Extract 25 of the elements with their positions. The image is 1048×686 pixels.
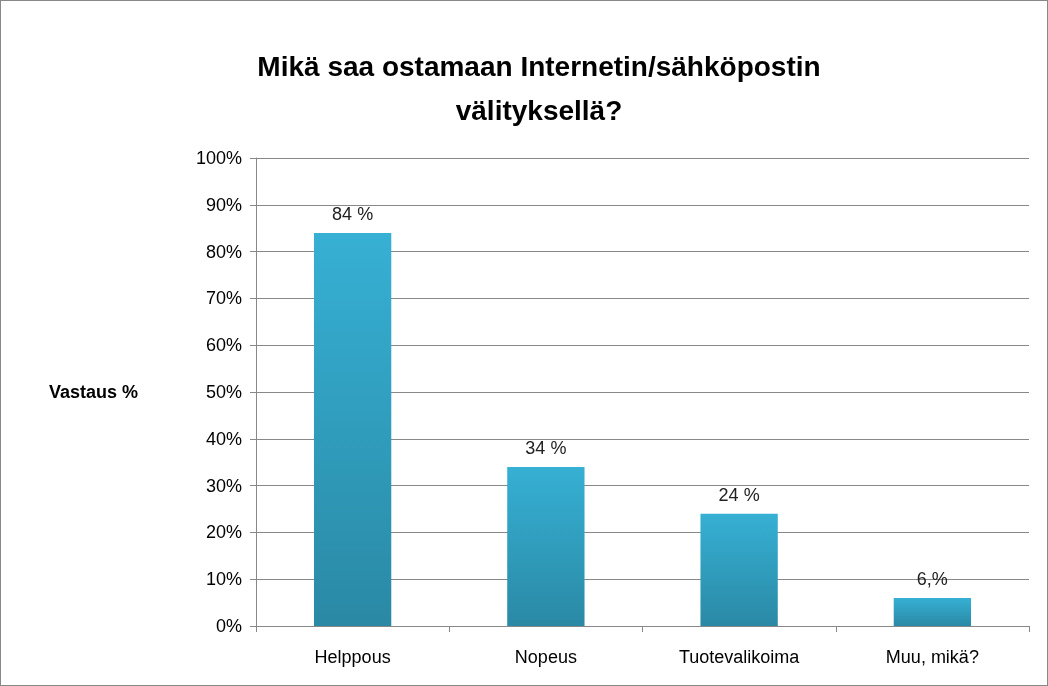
data-label: 24 % [718,484,760,505]
y-tick-label: 0% [215,616,242,636]
y-tick-label: 80% [205,241,242,262]
bar [507,466,585,626]
y-tick-label: 60% [205,335,242,356]
y-tick-label: 10% [205,569,242,590]
chart-title: Mikä saa ostamaan Internetin/sähköpostin välityksellä? [257,50,821,126]
y-tick-label: 50% [205,382,242,402]
bar [700,513,778,626]
bar [313,232,392,626]
x-tick-label: Nopeus [514,647,577,667]
x-tick-label: Muu, mikä? [885,647,979,667]
y-tick-label: 90% [205,194,242,215]
data-label: 84 % [332,203,374,224]
data-label: 6,% [916,568,948,589]
x-tick-label: Tuotevalikoima [678,647,801,667]
y-tick-label: 30% [205,475,242,496]
y-tick-label: 40% [205,428,242,449]
data-label: 34 % [525,437,567,458]
y-tick-label: 100% [195,148,242,168]
bar [893,597,972,626]
y-tick-label: 20% [205,522,242,543]
x-tick-label: Helppous [314,647,391,667]
y-axis-title: Vastaus % [49,382,139,402]
y-tick-label: 70% [205,288,242,309]
